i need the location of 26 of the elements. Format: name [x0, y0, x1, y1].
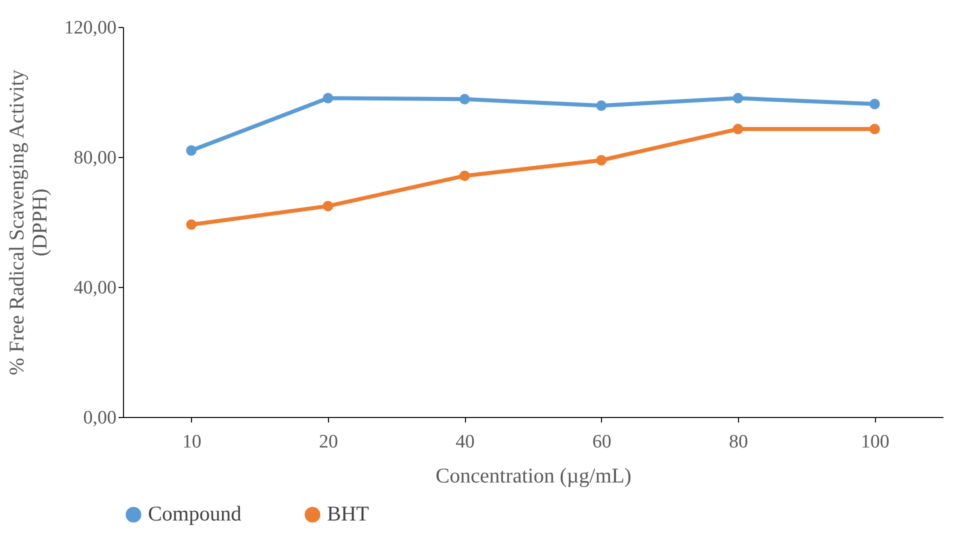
x-tick-label: 40 — [456, 432, 475, 452]
point — [732, 92, 744, 104]
point — [322, 200, 334, 212]
point — [732, 124, 744, 134]
x-tick-label: 60 — [592, 432, 612, 452]
y-tick-label: 120,00 — [64, 18, 116, 38]
x-tick-label: 80 — [729, 432, 748, 452]
point — [459, 170, 470, 182]
x-axis-title: Concentration (µg/mL) — [436, 464, 632, 488]
y-tick-label: 80,00 — [74, 148, 116, 168]
point — [596, 155, 607, 166]
point — [869, 98, 880, 110]
x-tick-label: 20 — [319, 432, 338, 452]
legend-label: BHT — [327, 502, 370, 526]
y-axis-title: % Free Radical Scavenging Activity (DPPH) — [4, 69, 52, 376]
point — [459, 94, 470, 104]
y-tick-label: 0,00 — [83, 408, 116, 428]
point — [322, 92, 334, 104]
y-tick-label: 40,00 — [74, 278, 116, 298]
legend-label: Compound — [148, 502, 242, 526]
point — [186, 145, 197, 156]
x-tick-label: 100 — [860, 432, 890, 452]
point — [186, 219, 197, 230]
x-tick-label: 10 — [182, 432, 202, 452]
point — [869, 124, 880, 134]
point — [596, 100, 607, 111]
